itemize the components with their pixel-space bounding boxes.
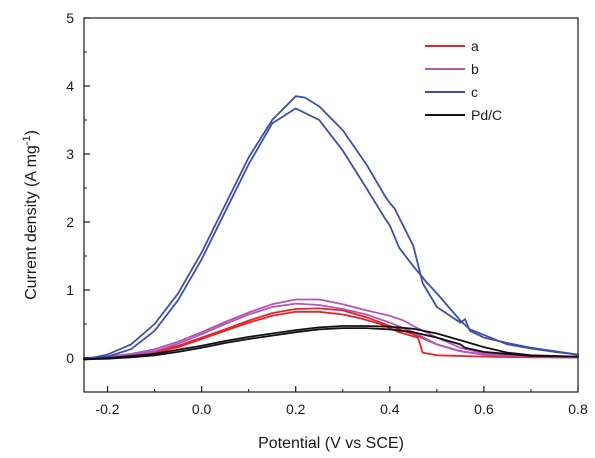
series-line-b-backward — [83, 302, 579, 360]
x-axis-title: Potential (V vs SCE) — [258, 435, 404, 452]
series-line-c-forward — [83, 95, 579, 361]
y-axis-title-main: Current density (A mg — [23, 145, 40, 300]
y-axis-title: Current density (A mg-1) — [21, 130, 40, 300]
y-tick-label: 5 — [66, 10, 74, 26]
ticks-layer: -0.2 0.0 0.2 0.4 0.6 0.8 0 1 2 3 4 5 — [66, 10, 588, 417]
y-tick-label: 2 — [66, 214, 74, 230]
x-tick-label: 0.2 — [286, 401, 306, 417]
legend-label-pd-c: Pd/C — [471, 107, 502, 123]
series-layer — [83, 95, 579, 361]
series-line-pd-c-forward — [83, 325, 579, 361]
y-axis-title-tail: ) — [23, 130, 40, 135]
plot-frame — [83, 17, 579, 393]
series-line-pd-c-backward — [83, 327, 579, 361]
y-tick-label: 1 — [66, 282, 74, 298]
x-tick-label: 0.6 — [474, 401, 494, 417]
x-tick-label: 0.0 — [192, 401, 212, 417]
y-axis-title-superscript: -1 — [21, 135, 33, 145]
x-tick-label: -0.2 — [95, 401, 119, 417]
y-tick-label: 4 — [66, 78, 74, 94]
x-tick-label: 0.8 — [568, 401, 588, 417]
x-tick-label: 0.4 — [380, 401, 400, 417]
y-tick-label: 0 — [66, 350, 74, 366]
legend-label-b: b — [471, 61, 479, 77]
legend: abc Pd/C — [425, 38, 502, 123]
legend-label-c: c — [471, 84, 478, 100]
y-tick-label: 3 — [66, 146, 74, 162]
legend-label-a: a — [471, 38, 479, 54]
series-line-b-forward — [83, 298, 579, 359]
series-line-a-backward — [83, 310, 579, 361]
series-line-c-backward — [83, 107, 579, 361]
